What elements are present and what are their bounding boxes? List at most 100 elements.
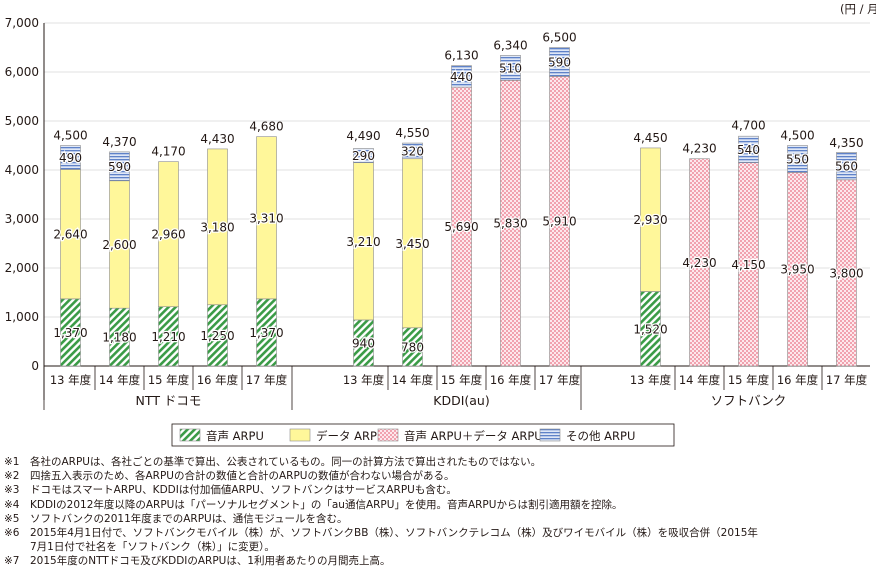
- other-arpu-segment: [60, 145, 81, 170]
- legend-label: 音声 ARPU＋データ ARPU: [404, 429, 543, 443]
- x-group-label: ソフトバンク: [711, 393, 787, 408]
- y-tick-label: 7,000: [5, 16, 39, 30]
- segment-value-label: 4,230: [682, 256, 716, 270]
- x-year-label: 14 年度: [679, 373, 721, 387]
- total-value-label: 4,500: [53, 129, 87, 143]
- other-arpu-segment: [451, 65, 472, 88]
- x-year-label: 14 年度: [99, 373, 141, 387]
- segment-value-label: 3,950: [780, 263, 814, 277]
- other-arpu-segment: [353, 148, 374, 163]
- x-year-label: 15 年度: [441, 373, 483, 387]
- footnote: ※2 四捨五入表示のため、各ARPUの合計の数値と合計のARPUの数値が合わない場…: [4, 469, 872, 483]
- y-axis: 0 1,000 2,000 3,000 4,000 5,000 6,000 7,000: [5, 16, 45, 400]
- total-value-label: 4,430: [200, 132, 234, 146]
- y-unit-label: (円 / 月): [840, 2, 876, 16]
- x-year-label: 16 年度: [777, 373, 819, 387]
- segment-value-label: 320: [401, 144, 424, 158]
- segment-value-label: 780: [401, 340, 424, 354]
- legend-label: データ ARPU: [316, 429, 385, 443]
- footnote-mark: ※6: [4, 527, 20, 540]
- footnote: ※5 ソフトバンクの2011年度までのARPUは、通信モジュールを含む。: [4, 512, 872, 526]
- y-tick-label: 6,000: [5, 65, 39, 79]
- footnote-text: ソフトバンクの2011年度までのARPUは、通信モジュールを含む。: [30, 512, 348, 525]
- segment-value-label: 3,180: [200, 220, 234, 234]
- x-year-label: 16 年度: [197, 373, 239, 387]
- x-year-label: 13 年度: [50, 373, 92, 387]
- x-year-label: 17 年度: [826, 373, 868, 387]
- segment-value-label: 1,180: [102, 331, 136, 345]
- total-value-label: 4,230: [682, 142, 716, 156]
- segment-value-label: 540: [737, 143, 760, 157]
- segment-value-label: 1,370: [249, 326, 283, 340]
- segment-value-label: 1,250: [200, 329, 234, 343]
- bars: 1,370 2,640 490 4,500 1,180 2,600 590 4,370 1,21…: [52, 31, 865, 367]
- footnote-text: ドコモはスマートARPU、KDDIは付加価値ARPU、ソフトバンクはサービスAR…: [30, 484, 457, 497]
- total-value-label: 6,340: [493, 38, 527, 52]
- segment-value-label: 510: [499, 61, 522, 75]
- segment-value-label: 3,310: [249, 211, 283, 225]
- segment-value-label: 5,690: [444, 220, 478, 234]
- total-value-label: 4,550: [395, 126, 429, 140]
- footnote-mark: ※1: [4, 456, 20, 468]
- x-year-label: 15 年度: [728, 373, 770, 387]
- footnote-mark: ※4: [4, 498, 20, 511]
- segment-value-label: 590: [548, 55, 571, 69]
- segment-value-label: 1,370: [53, 326, 87, 340]
- y-tick-label: 2,000: [5, 261, 39, 275]
- other-arpu-segment: [787, 145, 808, 173]
- total-value-label: 4,680: [249, 120, 283, 134]
- legend-label: その他 ARPU: [566, 429, 635, 443]
- segment-value-label: 2,600: [102, 238, 136, 252]
- x-year-label: 17 年度: [246, 373, 288, 387]
- total-value-label: 4,490: [346, 129, 380, 143]
- segment-value-label: 550: [786, 152, 809, 166]
- legend: 音声 ARPU データ ARPU 音声 ARPU＋データ ARPU その他 ARPU: [171, 423, 675, 447]
- legend-swatch: [377, 428, 399, 442]
- footnote: ※6 2015年4月1日付で、ソフトバンクモバイル（株）が、ソフトバンクBB（株）…: [4, 526, 872, 554]
- footnote-text: 四捨五入表示のため、各ARPUの合計の数値と合計のARPUの数値が合わない場合が…: [30, 470, 455, 483]
- segment-value-label: 490: [59, 151, 82, 165]
- footnote: ※7 2015年度のNTTドコモ及びKDDIのARPUは、1利用者あたりの月間売上…: [4, 554, 872, 568]
- segment-value-label: 2,960: [151, 228, 185, 242]
- total-value-label: 4,450: [633, 131, 667, 145]
- footnote: ※1 各社のARPUは、各社ごとの基準で算出、公表されているもの。同一の計算方法で…: [4, 455, 872, 469]
- footnote-mark: ※7: [4, 555, 20, 568]
- total-value-label: 6,500: [542, 31, 576, 45]
- voice-data-arpu-segment: [689, 158, 710, 367]
- data-arpu-segment: [207, 148, 228, 306]
- y-tick-label: 0: [31, 359, 39, 373]
- other-arpu-segment: [836, 152, 857, 181]
- y-tick-label: 5,000: [5, 114, 39, 128]
- x-year-label: 16 年度: [490, 373, 532, 387]
- segment-value-label: 440: [450, 70, 473, 84]
- segment-value-label: 560: [835, 160, 858, 174]
- segment-value-label: 290: [352, 149, 375, 163]
- footnote-mark: ※3: [4, 484, 20, 497]
- y-tick-label: 3,000: [5, 212, 39, 226]
- legend-swatch: [539, 428, 561, 442]
- data-arpu-segment: [256, 136, 277, 300]
- total-value-label: 4,350: [829, 136, 863, 150]
- footnote-mark: ※2: [4, 470, 20, 483]
- segment-value-label: 3,800: [829, 266, 863, 280]
- footnote-text: 各社のARPUは、各社ごとの基準で算出、公表されているもの。同一の計算方法で算出…: [30, 456, 542, 468]
- x-axis: 13 年度 14 年度 15 年度 16 年度 17 年度 NTT ドコモ 13 年度 14 …: [43, 366, 868, 410]
- total-value-label: 6,130: [444, 49, 478, 63]
- other-arpu-segment: [549, 47, 570, 77]
- footnote: ※3 ドコモはスマートARPU、KDDIは付加価値ARPU、ソフトバンクはサービス…: [4, 483, 872, 497]
- segment-value-label: 4,150: [731, 258, 765, 272]
- data-arpu-segment: [640, 147, 661, 292]
- footnote-text: 2015年4月1日付で、ソフトバンクモバイル（株）が、ソフトバンクBB（株）、ソ…: [30, 527, 758, 554]
- other-arpu-segment: [109, 151, 130, 182]
- segment-value-label: 3,450: [395, 237, 429, 251]
- legend-label: 音声 ARPU: [206, 429, 264, 443]
- footnote-mark: ※5: [4, 512, 20, 525]
- x-group-label: KDDI(au): [433, 393, 489, 408]
- x-year-label: 13 年度: [630, 373, 672, 387]
- footnote: ※4 KDDIの2012年度以降のARPUは「パーソナルセグメント」の「au通信A…: [4, 498, 872, 512]
- legend-swatch: [289, 428, 311, 442]
- segment-value-label: 2,930: [633, 213, 667, 227]
- segment-value-label: 5,910: [542, 215, 576, 229]
- total-value-label: 4,370: [102, 135, 136, 149]
- x-group-label: NTT ドコモ: [136, 393, 202, 408]
